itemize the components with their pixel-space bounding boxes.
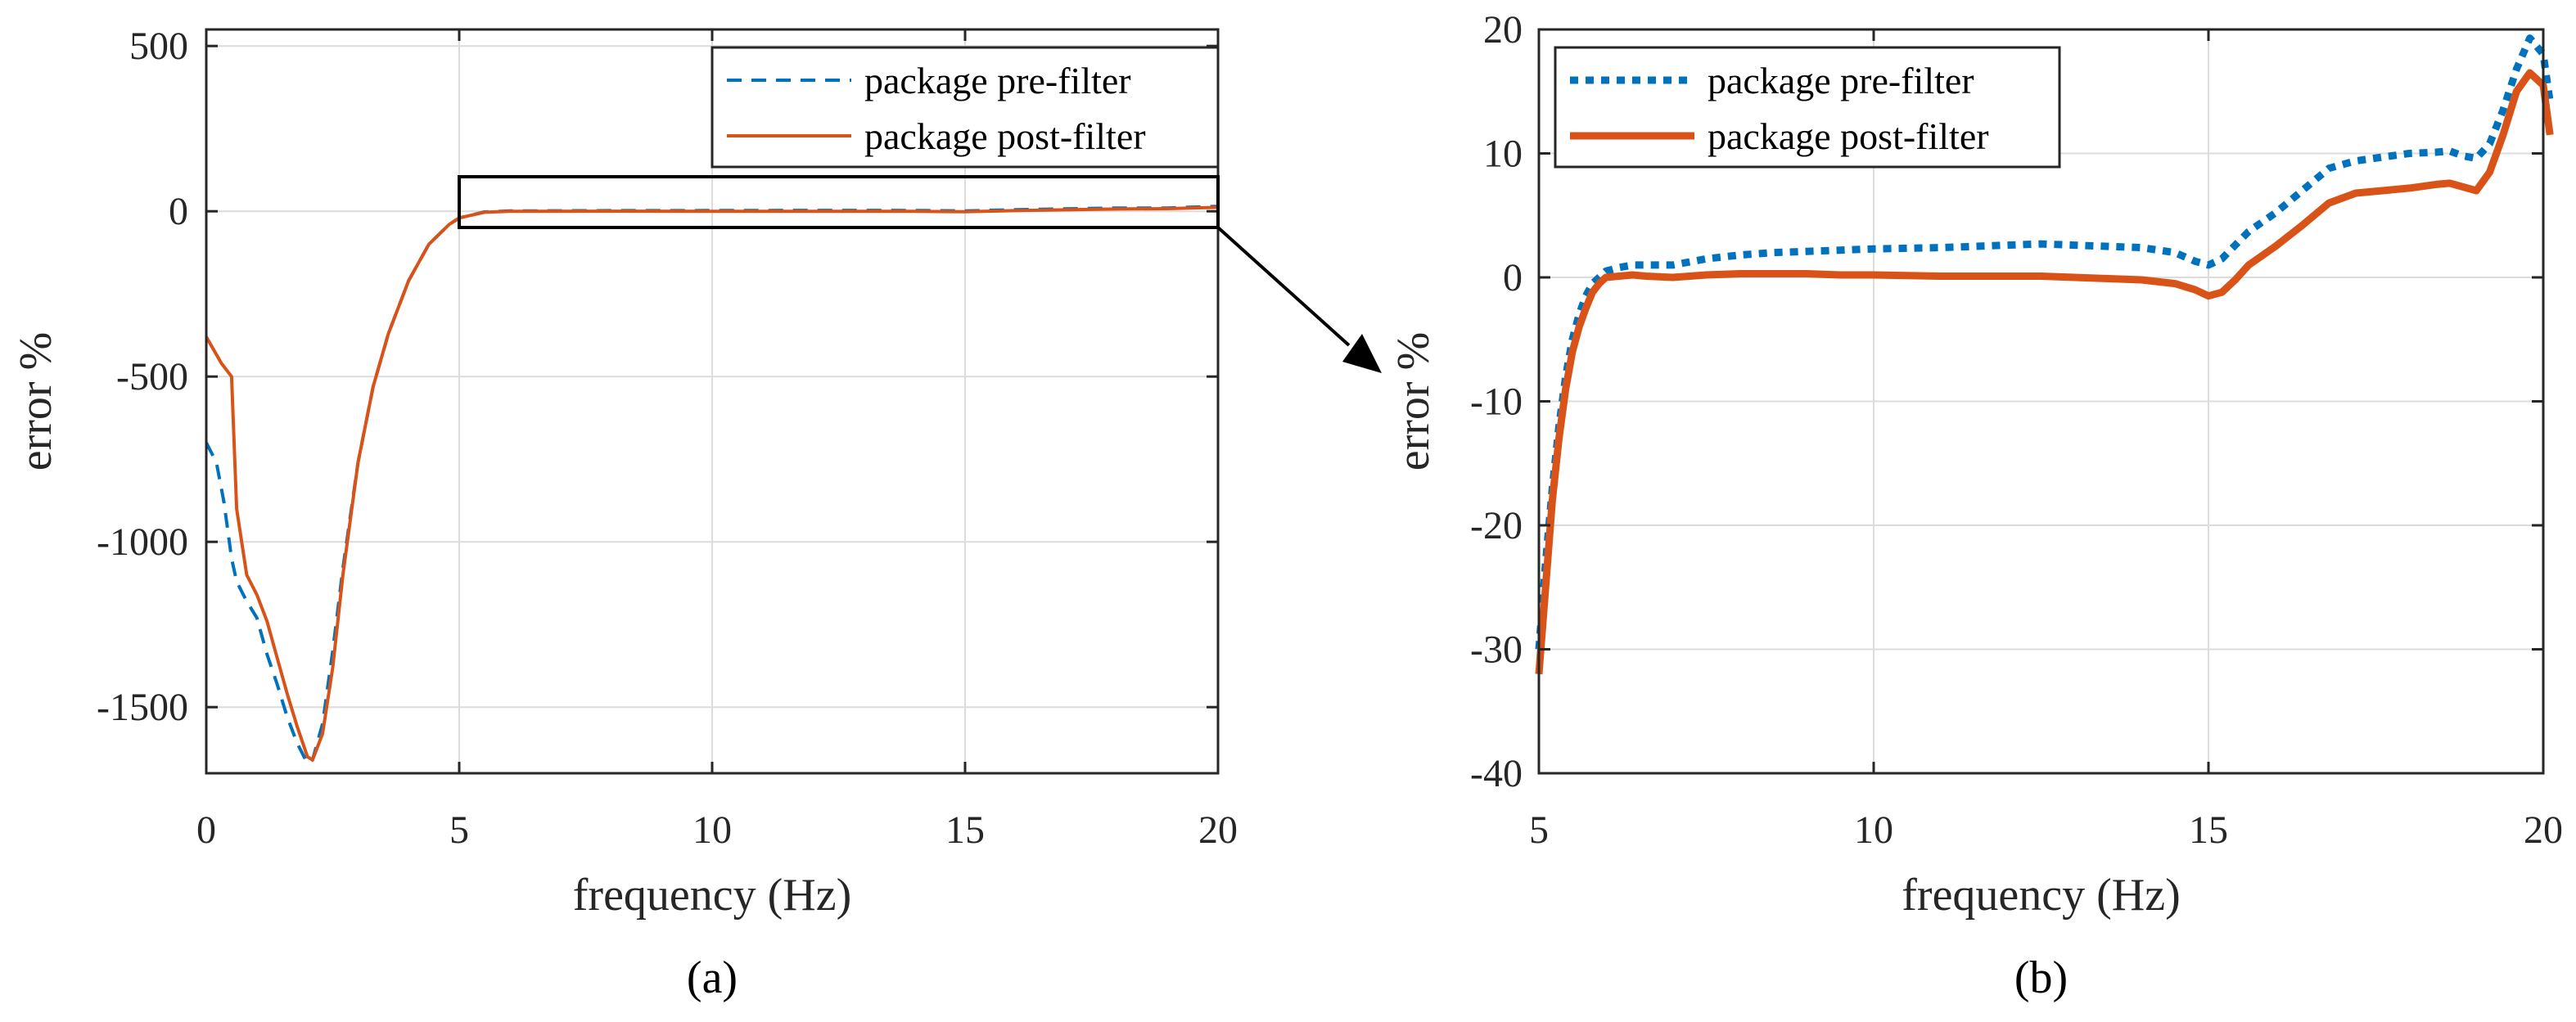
y-tick-label: -10 — [1470, 380, 1523, 424]
x-tick-label: 15 — [2189, 808, 2228, 852]
x-axis-label: frequency (Hz) — [1902, 870, 2180, 921]
x-tick-label: 15 — [945, 808, 985, 852]
legend-entry: package pre-filter — [1708, 60, 1974, 101]
y-tick-label: -20 — [1470, 504, 1523, 547]
zoom-annotation — [458, 175, 1382, 373]
zoom-arrow-line — [1216, 226, 1351, 347]
series-line-post-filter — [205, 205, 1219, 762]
x-tick-label: 20 — [1198, 808, 1238, 852]
y-tick-label: -1500 — [97, 686, 188, 729]
panel-label: (a) — [687, 952, 738, 1003]
series-line-pre-filter — [1535, 34, 2554, 650]
legend-box — [711, 46, 1220, 169]
y-tick-label: -40 — [1470, 752, 1523, 795]
x-tick-label: 10 — [692, 808, 732, 852]
legend-entry: package post-filter — [1708, 115, 1989, 157]
y-tick-label: 0 — [1503, 256, 1523, 299]
y-tick-label: -500 — [116, 355, 188, 398]
zoom-arrow-head — [1342, 334, 1382, 373]
y-tick-label: 10 — [1483, 133, 1523, 176]
chart-b: 5 10 15 20 20 10 0 -10 -20 -30 -40 frequency (Hz) er… — [1388, 8, 2563, 1003]
legend-entry: package pre-filter — [864, 60, 1131, 101]
legend-entry: package post-filter — [864, 115, 1146, 157]
y-tick-label: -30 — [1470, 628, 1523, 672]
y-axis-label: error % — [11, 332, 61, 470]
chart-a: 0 5 10 15 20 500 0 -500 -1000 -1500 frequency (Hz)… — [11, 25, 1238, 1003]
y-tick-label: 0 — [169, 190, 188, 233]
y-tick-label: 20 — [1483, 8, 1523, 52]
series-line-post-filter — [1535, 69, 2554, 675]
x-tick-label: 0 — [196, 808, 216, 852]
legend-box — [1554, 46, 2061, 169]
series-line-pre-filter — [205, 205, 1219, 765]
x-axis-label: frequency (Hz) — [573, 870, 851, 921]
x-tick-label: 5 — [449, 808, 469, 852]
x-tick-label: 20 — [2524, 808, 2563, 852]
x-tick-label: 5 — [1529, 808, 1549, 852]
y-tick-label: -1000 — [97, 520, 188, 564]
y-axis-label: error % — [1388, 332, 1439, 470]
x-tick-label: 10 — [1854, 808, 1893, 852]
legend: package pre-filter package post-filter — [711, 46, 1220, 169]
legend: package pre-filter package post-filter — [1554, 46, 2061, 169]
panel-label: (b) — [2014, 952, 2068, 1003]
zoom-region-box — [458, 175, 1220, 229]
y-tick-label: 500 — [129, 25, 188, 68]
